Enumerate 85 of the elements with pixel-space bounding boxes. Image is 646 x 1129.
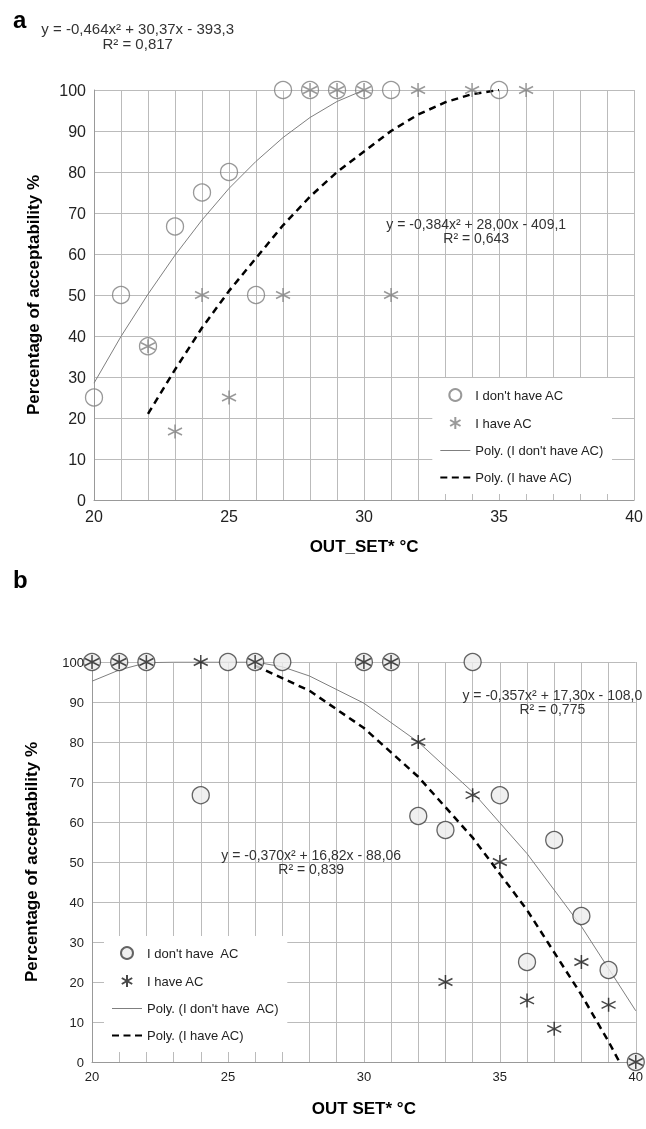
x-axis-title: OUT SET* °C bbox=[311, 1099, 416, 1118]
point bbox=[194, 287, 210, 303]
y-tick-label: 30 bbox=[69, 934, 84, 950]
point bbox=[599, 960, 618, 980]
y-tick-label: 70 bbox=[69, 774, 84, 790]
point bbox=[464, 787, 481, 803]
y-tick-label: 80 bbox=[68, 163, 87, 181]
y-tick-label: 40 bbox=[69, 894, 84, 910]
y-tick-label: 50 bbox=[68, 286, 87, 304]
y-tick-label: 80 bbox=[69, 734, 84, 750]
y-tick-label: 40 bbox=[68, 327, 87, 345]
point bbox=[273, 652, 292, 672]
annotation: y = -0,357x² + 17,30x - 108,0 R² = 0,775 bbox=[462, 687, 643, 717]
legend-label: Poly. (I don't have AC) bbox=[475, 443, 604, 458]
point bbox=[192, 183, 212, 202]
legend-label: I have AC bbox=[147, 973, 204, 989]
point bbox=[193, 654, 209, 670]
point bbox=[492, 854, 508, 870]
chart-title: b bbox=[13, 565, 28, 593]
y-tick-label: 10 bbox=[68, 450, 87, 468]
y-tick-label: 30 bbox=[68, 368, 87, 386]
y-tick-label: 100 bbox=[59, 81, 87, 99]
legend-label: I don't have AC bbox=[147, 945, 239, 961]
point bbox=[410, 734, 427, 750]
y-tick-label: 10 bbox=[69, 1014, 84, 1030]
point bbox=[546, 1021, 562, 1037]
point bbox=[165, 217, 185, 236]
x-tick-label: 25 bbox=[220, 507, 239, 525]
y-tick-label: 20 bbox=[68, 409, 87, 427]
point bbox=[437, 974, 454, 990]
point bbox=[573, 954, 590, 970]
point bbox=[191, 786, 210, 805]
y-tick-label: 50 bbox=[69, 854, 84, 870]
y-axis-title: Percentage of acceptability % bbox=[24, 175, 43, 415]
y-tick-label: 90 bbox=[68, 122, 87, 140]
point bbox=[489, 80, 509, 100]
point bbox=[219, 162, 239, 182]
text: y = -0,464x² + 30,37x - 393,3 R² = 0,817 bbox=[41, 20, 234, 53]
point bbox=[518, 82, 534, 98]
y-tick-label: 100 bbox=[62, 654, 84, 670]
annotation: y = -0,370x² + 16,82x - 88,06 R² = 0,839 bbox=[221, 847, 402, 877]
y-tick-label: 70 bbox=[68, 204, 87, 222]
point bbox=[572, 906, 591, 926]
x-tick-label: 40 bbox=[628, 1069, 643, 1084]
annotation: y = -0,384x² + 28,00x - 409,1 R² = 0,643 bbox=[386, 215, 567, 246]
point bbox=[218, 652, 238, 672]
x-tick-label: 35 bbox=[492, 1069, 508, 1084]
point bbox=[545, 830, 564, 850]
point bbox=[464, 82, 480, 98]
legend-label: Poly. (I have AC) bbox=[147, 1028, 244, 1043]
point bbox=[273, 80, 293, 100]
y-tick-label: 0 bbox=[76, 1054, 84, 1070]
point bbox=[410, 82, 426, 98]
x-axis-title: OUT_SET* °C bbox=[309, 537, 419, 556]
point bbox=[490, 786, 509, 805]
x-tick-label: 30 bbox=[356, 1069, 372, 1084]
point bbox=[221, 389, 237, 406]
x-tick-label: 35 bbox=[490, 507, 509, 525]
legend-label: I don't have AC bbox=[475, 387, 564, 403]
point bbox=[463, 652, 482, 672]
point bbox=[381, 80, 401, 100]
point bbox=[246, 285, 266, 305]
point bbox=[517, 952, 537, 972]
point bbox=[84, 388, 104, 407]
x-tick-label: 40 bbox=[625, 507, 644, 525]
point bbox=[409, 806, 428, 826]
point bbox=[111, 285, 131, 305]
point bbox=[167, 423, 183, 440]
x-tick-label: 25 bbox=[220, 1069, 236, 1084]
legend-label: I have AC bbox=[475, 415, 532, 431]
point bbox=[275, 287, 291, 303]
point bbox=[436, 820, 455, 840]
x-tick-label: 30 bbox=[355, 507, 374, 525]
y-tick-label: 60 bbox=[68, 245, 87, 263]
y-axis-title: Percentage of acceptability % bbox=[22, 742, 41, 982]
y-tick-label: 0 bbox=[77, 491, 87, 509]
y-tick-label: 20 bbox=[69, 974, 84, 990]
point bbox=[600, 997, 617, 1013]
point bbox=[519, 992, 535, 1009]
legend-label: Poly. (I have AC) bbox=[475, 470, 572, 485]
legend-label: Poly. (I don't have AC) bbox=[147, 1001, 279, 1016]
chart-title: a bbox=[13, 5, 27, 33]
point bbox=[383, 287, 399, 303]
y-tick-label: 60 bbox=[69, 814, 84, 830]
y-tick-label: 90 bbox=[69, 694, 84, 710]
